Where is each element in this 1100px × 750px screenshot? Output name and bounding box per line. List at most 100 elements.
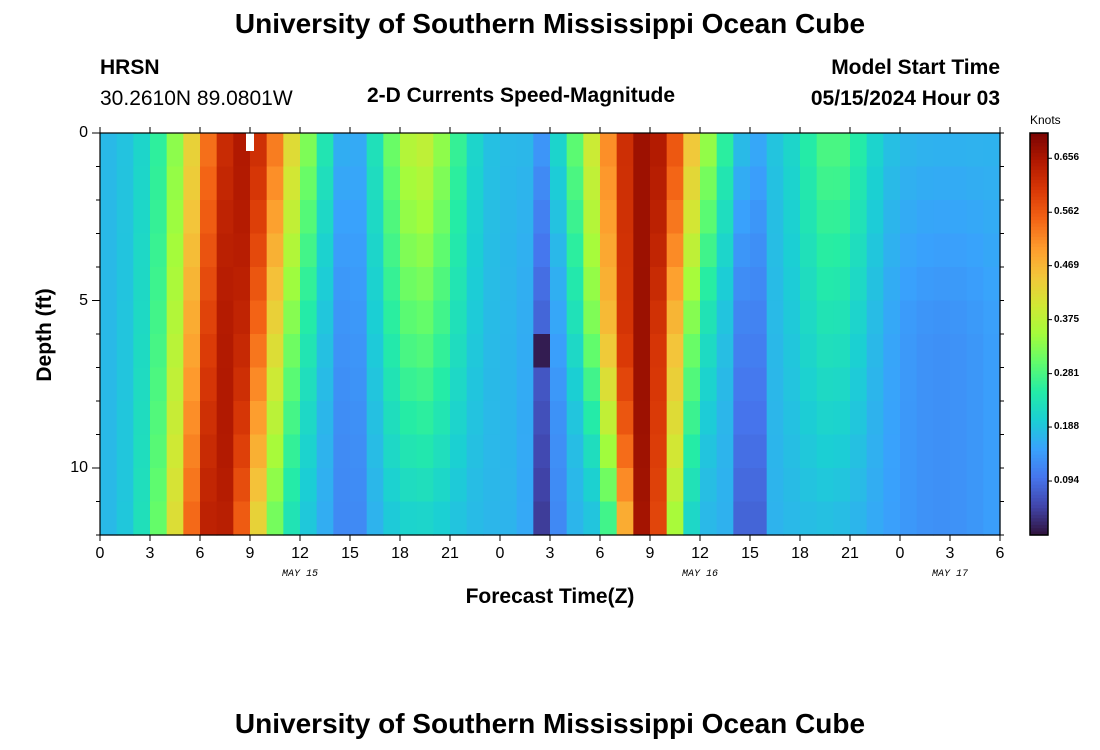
heatmap-cell [983,233,1001,268]
heatmap-cell [916,200,934,235]
heatmap-cell [683,334,701,369]
heatmap-cell [933,334,951,369]
heatmap-cell [966,233,984,268]
colorbar-swatch [1030,344,1048,348]
heatmap-cell [650,468,668,503]
heatmap-cell [600,166,618,201]
heatmap-cell [116,233,134,268]
heatmap-cell [183,401,201,436]
heatmap-cell [633,233,651,268]
colorbar-tick-label: 0.188 [1054,421,1080,433]
heatmap-cell [666,166,684,201]
x-tick-label: 18 [791,545,809,562]
heatmap-cell [416,334,434,369]
heatmap-cell [433,233,451,268]
heatmap-cell [383,334,401,369]
y-tick-label: 0 [79,124,88,141]
heatmap-cell [900,468,918,503]
heatmap-cell [666,434,684,469]
colorbar-swatch [1030,210,1048,214]
heatmap-cell [450,267,468,302]
heatmap-cell [183,166,201,201]
heatmap-cell [516,200,534,235]
heatmap-cell [800,434,818,469]
heatmap-cell [216,200,234,235]
heatmap-cell [450,334,468,369]
heatmap-cell [166,200,184,235]
heatmap-cell [266,133,284,168]
heatmap-cell [500,300,518,335]
heatmap-cell [483,300,501,335]
heatmap-cell [550,367,568,402]
heatmap-cell [700,401,718,436]
heatmap-cell [116,200,134,235]
heatmap-cell [366,133,384,168]
heatmap-cell [316,401,334,436]
heatmap-cell [333,166,351,201]
colorbar-swatch [1030,243,1048,248]
heatmap-cell [800,401,818,436]
heatmap-cell [950,300,968,335]
heatmap-cell [950,501,968,536]
heatmap-cell [700,334,718,369]
heatmap-cell [466,300,484,335]
heatmap-cell [583,133,601,168]
heatmap-cell [350,434,368,469]
colorbar-swatch [1030,277,1048,281]
heatmap-cell [950,133,968,168]
heatmap-cell [383,233,401,268]
heatmap-cell [550,468,568,503]
heatmap-cell [850,233,868,268]
heatmap-cell [666,501,684,536]
heatmap-cell [133,468,151,503]
x-tick-label: 0 [495,545,505,562]
heatmap-cell [533,334,551,369]
heatmap-cell [783,233,801,268]
heatmap-cell [650,367,668,402]
colorbar-swatch [1030,434,1048,439]
heatmap-cell [950,233,968,268]
heatmap-cell [766,166,784,201]
heatmap-cell [233,300,251,335]
heatmap-cell [300,401,318,436]
heatmap-cell [516,501,534,536]
heatmap-cell [283,233,301,268]
heatmap-cell [250,300,268,335]
heatmap-cell [750,133,768,168]
heatmap-cell [216,233,234,268]
heatmap-cell [400,401,418,436]
heatmap-cell [433,300,451,335]
heatmap-cell [800,233,818,268]
heatmap-cell [116,334,134,369]
colorbar-swatch [1030,401,1048,405]
heatmap-cell [366,166,384,201]
heatmap-cell [416,434,434,469]
heatmap-cell [300,133,318,168]
heatmap-cell [133,267,151,302]
colorbar-swatch [1030,508,1048,513]
heatmap-cell [350,166,368,201]
heatmap-cell [716,468,734,503]
heatmap-cell [333,267,351,302]
heatmap-cell [950,200,968,235]
heatmap-cell [600,233,618,268]
x-tick-label: 12 [691,545,709,562]
heatmap-cell [783,501,801,536]
heatmap-cell [300,468,318,503]
colorbar-swatch [1030,139,1048,144]
heatmap-cell [783,468,801,503]
colorbar-swatch [1030,447,1048,452]
heatmap-cell [783,267,801,302]
heatmap-cell [633,267,651,302]
heatmap-cell [233,267,251,302]
heatmap-cell [200,200,218,235]
heatmap-cell [550,501,568,536]
colorbar-swatch [1030,133,1048,137]
heatmap-cell [733,501,751,536]
colorbar-swatch [1030,357,1048,362]
heatmap-cell [966,300,984,335]
heatmap-cell [100,367,118,402]
heatmap-cell [166,166,184,201]
heatmap-cell [400,133,418,168]
heatmap-cell [583,501,601,536]
